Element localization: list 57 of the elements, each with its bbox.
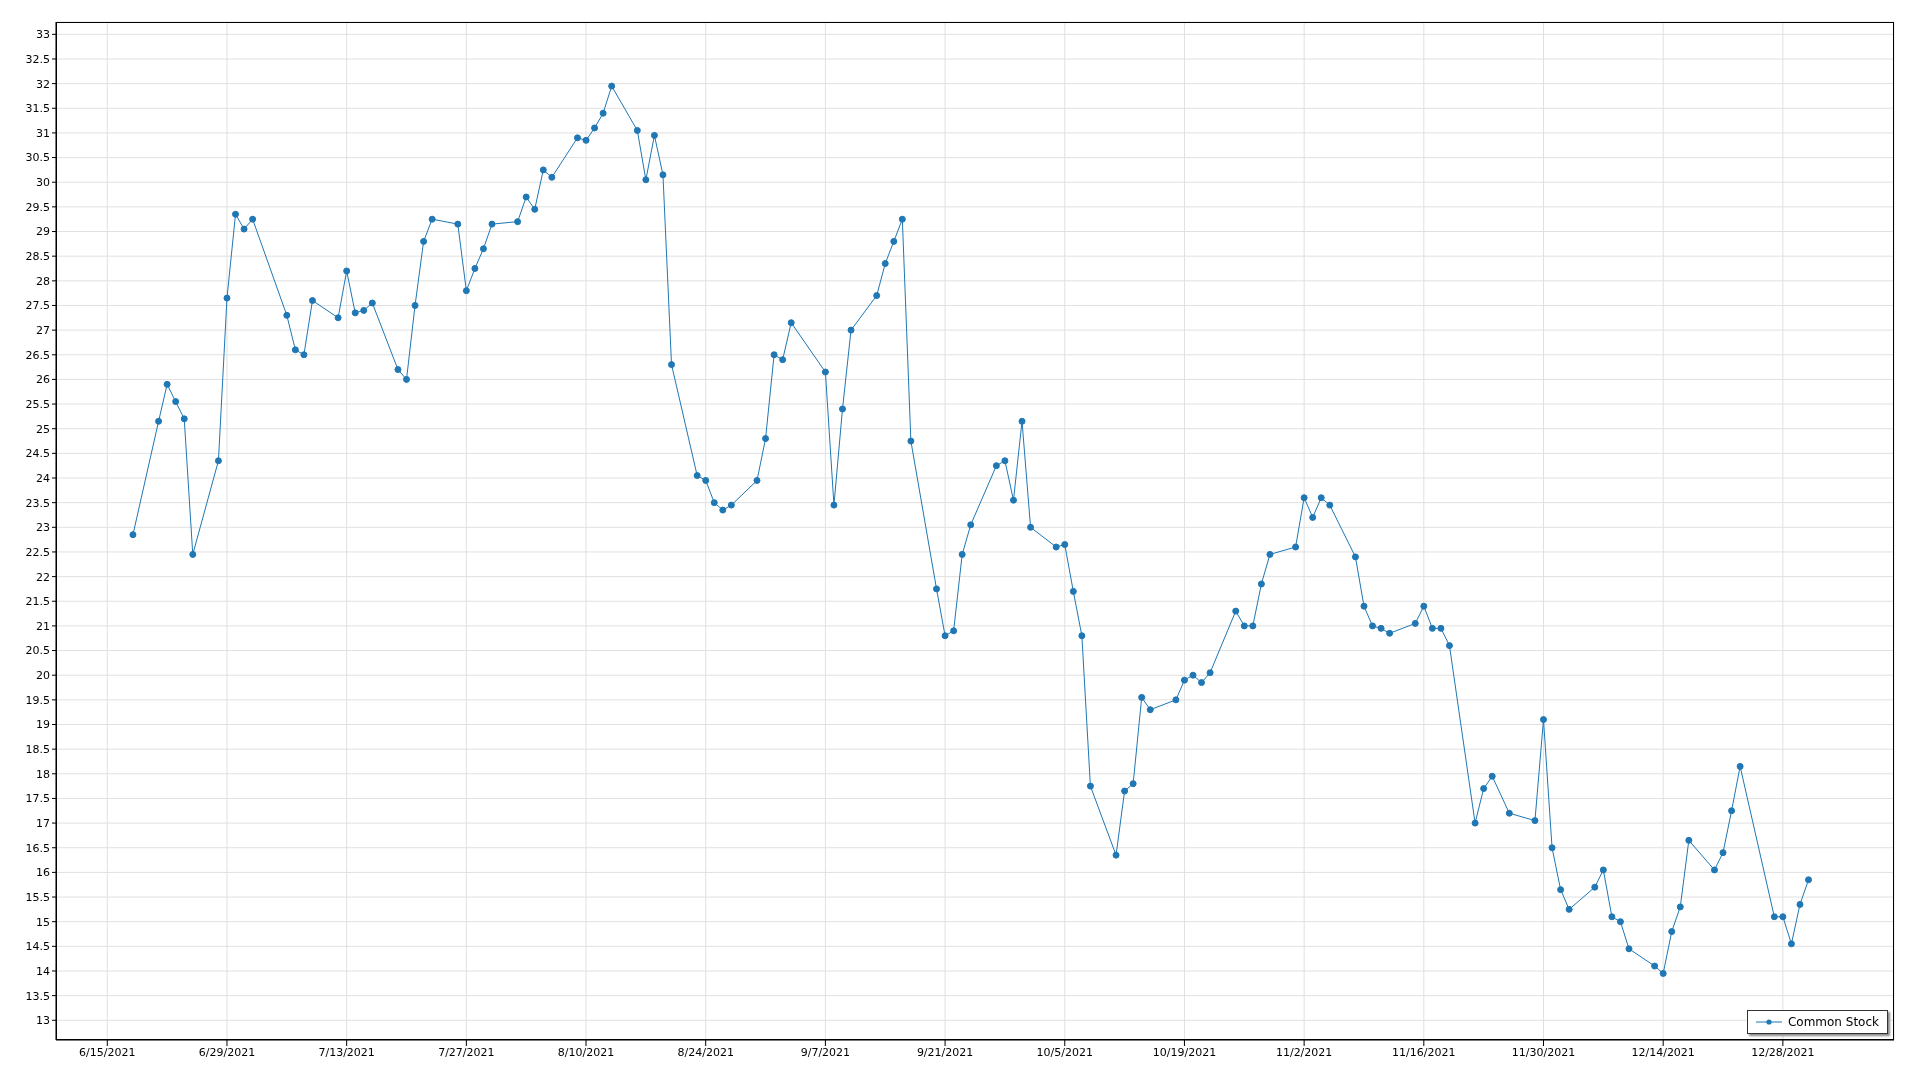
x-tick-label: 6/29/2021 <box>198 1045 256 1059</box>
y-tick-label: 16.5 <box>25 841 50 855</box>
x-tick-label: 11/30/2021 <box>1511 1045 1576 1059</box>
y-tick-label: 30.5 <box>25 151 50 165</box>
y-tick-label: 13 <box>36 1014 50 1028</box>
y-tick-label: 20 <box>36 669 50 683</box>
y-tick-label: 15 <box>36 915 50 929</box>
y-tick-label: 17 <box>36 816 50 830</box>
y-tick-label: 27.5 <box>25 299 50 313</box>
y-tick-label: 32.5 <box>25 52 50 66</box>
y-tick-label: 26.5 <box>25 348 50 362</box>
x-tick-label: 9/7/2021 <box>800 1045 851 1059</box>
x-tick-label: 11/16/2021 <box>1392 1045 1456 1059</box>
y-tick-label: 23 <box>36 521 50 535</box>
y-tick-label: 33 <box>36 28 50 42</box>
y-tick-label: 26 <box>36 373 50 387</box>
y-tick-label: 16 <box>36 866 50 880</box>
x-tick-label: 12/14/2021 <box>1631 1045 1695 1059</box>
y-tick-label: 21.5 <box>25 595 50 609</box>
y-tick-label: 29.5 <box>25 200 50 214</box>
x-tick-label: 6/15/2021 <box>79 1045 136 1059</box>
x-tick-label: 10/5/2021 <box>1036 1045 1093 1059</box>
x-tick-label: 10/19/2021 <box>1152 1045 1217 1059</box>
x-tick-label: 7/27/2021 <box>438 1045 495 1059</box>
y-tick-label: 24 <box>36 471 50 485</box>
y-tick-label: 19 <box>36 718 50 732</box>
legend-label: Common Stock <box>1787 1015 1879 1029</box>
y-tick-label: 23.5 <box>25 496 50 510</box>
y-tick-label: 29 <box>36 225 50 239</box>
y-tick-label: 15.5 <box>25 890 50 904</box>
y-tick-label: 31.5 <box>25 102 50 116</box>
y-tick-label: 17.5 <box>25 792 50 806</box>
y-tick-label: 14 <box>36 964 50 978</box>
x-tick-label: 7/13/2021 <box>318 1045 375 1059</box>
x-tick-label: 11/2/2021 <box>1275 1045 1333 1059</box>
x-tick-label: 8/24/2021 <box>677 1045 734 1059</box>
y-tick-label: 30 <box>36 176 50 190</box>
y-tick-label: 25 <box>36 422 50 436</box>
y-tick-label: 19.5 <box>25 693 50 707</box>
y-tick-label: 28 <box>36 274 50 288</box>
x-tick-label: 9/21/2021 <box>916 1045 974 1059</box>
y-tick-label: 28.5 <box>25 250 50 264</box>
y-tick-label: 18 <box>36 767 50 781</box>
y-tick-label: 22 <box>36 570 50 584</box>
y-tick-label: 24.5 <box>25 447 50 461</box>
y-tick-label: 22.5 <box>25 545 50 559</box>
x-tick-label: 8/10/2021 <box>557 1045 615 1059</box>
y-tick-label: 31 <box>36 126 50 140</box>
y-tick-label: 25.5 <box>25 397 50 411</box>
y-tick-label: 20.5 <box>25 644 50 658</box>
y-tick-label: 13.5 <box>25 989 50 1003</box>
y-tick-label: 27 <box>36 324 50 338</box>
x-tick-label: 12/28/2021 <box>1751 1045 1815 1059</box>
y-tick-label: 18.5 <box>25 743 50 757</box>
y-tick-label: 21 <box>36 619 50 633</box>
y-tick-label: 14.5 <box>25 940 50 954</box>
y-tick-label: 32 <box>36 77 50 91</box>
